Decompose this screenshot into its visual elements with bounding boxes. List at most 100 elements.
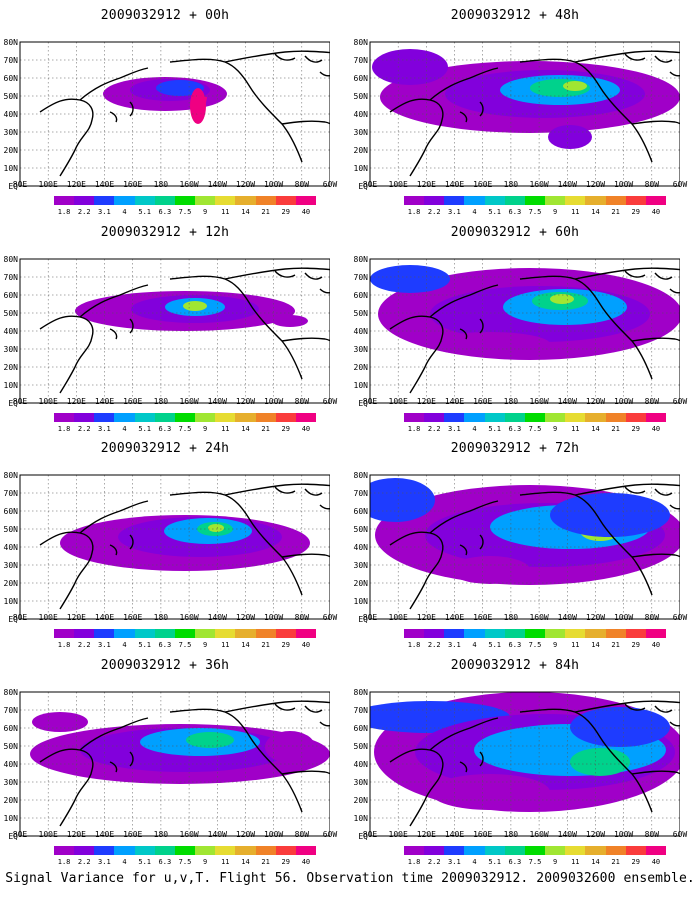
map-panel-36h: 2009032912 + 36h 80N 70N 60N 50N 40N 30N 20N 10… (0, 658, 338, 866)
map-plot (369, 474, 680, 620)
longitude-label: 160E (123, 830, 143, 839)
color-bar-tick-label: 40 (301, 641, 311, 649)
color-bar-tick-label: 14 (241, 208, 250, 216)
color-bar-tick-label: 1.8 (407, 425, 421, 433)
color-bar-swatch (74, 196, 95, 205)
longitude-label: 60W (322, 830, 338, 839)
color-bar-swatch (54, 413, 75, 422)
color-bar-swatch (404, 846, 425, 855)
panel-title: 2009032912 + 36h (100, 658, 230, 673)
color-bar-tick-label: 4 (472, 858, 477, 866)
longitude-label: 100W (263, 613, 284, 622)
latitude-label: 30N (3, 778, 18, 787)
color-bar-swatch (424, 846, 445, 855)
color-bar-swatch (645, 413, 667, 422)
color-bar-swatch (295, 846, 317, 855)
color-bar (404, 196, 667, 205)
longitude-label: 60W (672, 397, 688, 406)
color-bar-swatch (195, 413, 216, 422)
color-bar-tick-label: 40 (651, 425, 661, 433)
color-bar-tick-label: 5.1 (138, 641, 152, 649)
map-plot (19, 691, 330, 837)
color-bar-swatch (464, 629, 485, 638)
color-bar-swatch (114, 413, 135, 422)
color-bar-tick-label: 1.8 (407, 208, 421, 216)
color-bar-tick-label: 7.5 (528, 641, 542, 649)
color-bar-swatch (174, 413, 196, 422)
latitude-label: 80N (3, 38, 18, 47)
longitude-label: 140W (557, 397, 577, 406)
color-bar-swatch (565, 413, 586, 422)
color-bar-swatch (504, 629, 525, 638)
color-bar-tick-label: 1.8 (407, 641, 421, 649)
color-bar-tick-label: 4 (122, 858, 127, 866)
longitude-label: 160W (529, 397, 549, 406)
latitude-label: 50N (353, 525, 368, 534)
color-bar-tick-label: 14 (241, 858, 250, 866)
latitude-label: 80N (353, 471, 368, 480)
color-bar-tick-label: 9 (203, 858, 208, 866)
latitude-label: 60N (3, 74, 18, 83)
color-bar-tick-label: 3.1 (98, 858, 111, 866)
color-bar-swatch (235, 413, 256, 422)
color-bar-swatch (154, 413, 175, 422)
longitude-label: 80E (12, 397, 28, 406)
color-bar-swatch (524, 629, 546, 638)
latitude-label: 60N (3, 507, 18, 516)
color-bar-swatch (645, 846, 667, 855)
observation-flight-track (194, 94, 208, 118)
color-bar-tick-label: 11 (221, 208, 230, 216)
color-bar-tick-label: 11 (221, 641, 230, 649)
variance-shading (372, 49, 448, 85)
longitude-label: 100W (613, 397, 634, 406)
color-bar (404, 413, 667, 422)
figure-caption: Signal Variance for u,v,T. Flight 56. Ob… (5, 871, 695, 886)
color-bar-tick-label: 7.5 (178, 641, 192, 649)
longitude-label: 100W (263, 397, 284, 406)
color-bar-tick-label: 5.1 (138, 858, 152, 866)
longitude-label: 180 (153, 397, 169, 406)
longitude-label: 120W (585, 830, 606, 839)
longitude-label: 60W (322, 397, 338, 406)
color-bar (54, 196, 317, 205)
variance-shading (430, 332, 550, 356)
color-bar-tick-label: 7.5 (528, 208, 542, 216)
color-bar-swatch (295, 629, 317, 638)
color-bar-swatch (275, 413, 296, 422)
latitude-label: 30N (353, 345, 368, 354)
color-bar-swatch (484, 413, 505, 422)
color-bar-tick-label: 21 (611, 858, 620, 866)
color-bar-tick-label: 2.2 (427, 641, 441, 649)
latitude-label: 30N (3, 128, 18, 137)
color-bar-swatch (404, 413, 425, 422)
color-bar-tick-label: 1.8 (57, 858, 71, 866)
latitude-label: 40N (3, 543, 18, 552)
color-bar-swatch (154, 846, 175, 855)
color-bar-swatch (154, 629, 175, 638)
color-bar-tick-label: 2.2 (77, 425, 91, 433)
longitude-label: 180 (503, 613, 519, 622)
longitude-label: 120E (416, 397, 436, 406)
latitude-label: EQ (358, 615, 368, 624)
color-bar-swatch (295, 413, 317, 422)
color-bar (404, 846, 667, 855)
color-bar-swatch (54, 629, 75, 638)
longitude-label: 180 (503, 830, 519, 839)
color-bar-tick-label: 4 (122, 425, 127, 433)
longitude-label: 140W (207, 180, 227, 189)
color-bar-swatch (154, 196, 175, 205)
color-bar-tick-label: 3.1 (98, 425, 111, 433)
color-bar-tick-label: 14 (591, 425, 600, 433)
color-bar-tick-label: 1.8 (57, 208, 71, 216)
color-bar-swatch (605, 846, 626, 855)
color-bar-tick-label: 21 (611, 641, 620, 649)
color-bar-tick-label: 6.3 (158, 208, 172, 216)
color-bar-swatch (585, 196, 606, 205)
color-bar-swatch (645, 196, 667, 205)
variance-shading (550, 294, 574, 304)
color-bar-swatch (195, 629, 216, 638)
color-bar-tick-label: 1.8 (57, 641, 71, 649)
variance-shading (32, 712, 88, 732)
latitude-label: 30N (3, 345, 18, 354)
color-bar-tick-label: 9 (203, 425, 208, 433)
